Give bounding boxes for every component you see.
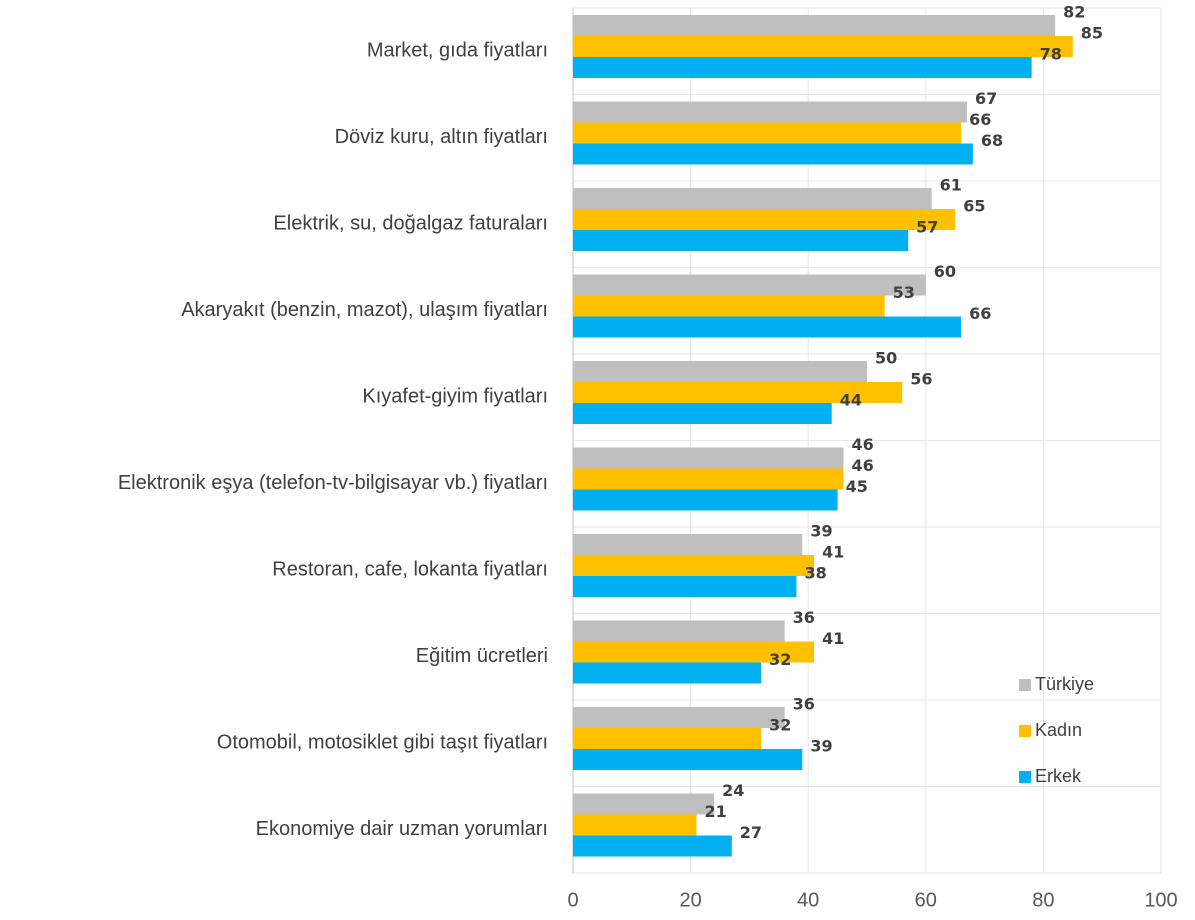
legend-swatch bbox=[1019, 679, 1031, 691]
x-tick-label: 80 bbox=[1032, 889, 1054, 911]
value-label: 32 bbox=[769, 716, 791, 735]
legend-swatch bbox=[1019, 725, 1031, 737]
value-label: 21 bbox=[704, 802, 726, 821]
bar bbox=[573, 489, 838, 511]
value-label: 50 bbox=[875, 349, 897, 368]
bar bbox=[573, 835, 732, 857]
category-label: Ekonomiye dair uzman yorumları bbox=[256, 818, 548, 840]
value-label: 61 bbox=[940, 176, 962, 195]
value-label: 82 bbox=[1063, 3, 1085, 22]
x-tick-label: 100 bbox=[1144, 889, 1177, 911]
value-label: 36 bbox=[793, 608, 815, 627]
value-label: 57 bbox=[916, 218, 938, 237]
value-label: 66 bbox=[969, 304, 991, 323]
category-label: Eğitim ücretleri bbox=[416, 645, 548, 667]
bar bbox=[573, 209, 956, 230]
value-label: 39 bbox=[810, 522, 832, 541]
value-label: 39 bbox=[810, 737, 832, 756]
bar bbox=[573, 57, 1032, 78]
bar bbox=[573, 555, 815, 576]
x-tick-label: 20 bbox=[679, 889, 701, 911]
legend-label: Kadın bbox=[1035, 720, 1082, 740]
value-label: 56 bbox=[910, 370, 932, 389]
value-label: 46 bbox=[851, 435, 873, 454]
bar bbox=[573, 707, 785, 728]
legend-label: Erkek bbox=[1035, 766, 1082, 786]
bar bbox=[573, 188, 932, 209]
bar bbox=[573, 662, 762, 684]
value-label: 32 bbox=[769, 650, 791, 669]
bar bbox=[573, 361, 867, 382]
bar bbox=[573, 728, 762, 749]
category-label: Elektronik eşya (telefon-tv-bilgisayar v… bbox=[118, 472, 548, 494]
legend-label: Türkiye bbox=[1035, 674, 1094, 694]
category-label: Market, gıda fiyatları bbox=[367, 40, 548, 62]
bar bbox=[573, 143, 973, 165]
category-label: Döviz kuru, altın fiyatları bbox=[335, 126, 548, 148]
bar bbox=[573, 814, 697, 836]
bar bbox=[573, 36, 1073, 57]
category-label: Restoran, cafe, lokanta fiyatları bbox=[272, 559, 548, 581]
bar bbox=[573, 15, 1056, 36]
value-label: 65 bbox=[963, 197, 985, 216]
bar bbox=[573, 534, 803, 555]
bar bbox=[573, 641, 815, 663]
bar bbox=[573, 620, 785, 642]
value-label: 78 bbox=[1040, 45, 1062, 64]
value-label: 41 bbox=[822, 629, 844, 648]
bar bbox=[573, 274, 926, 296]
value-label: 45 bbox=[846, 477, 868, 496]
bar bbox=[573, 468, 844, 490]
value-label: 53 bbox=[893, 283, 915, 302]
legend-swatch bbox=[1019, 771, 1031, 783]
x-tick-label: 60 bbox=[915, 889, 937, 911]
value-label: 44 bbox=[840, 391, 862, 410]
bar bbox=[573, 447, 844, 469]
bar bbox=[573, 295, 885, 317]
category-label: Akaryakıt (benzin, mazot), ulaşım fiyatl… bbox=[181, 299, 548, 321]
bar bbox=[573, 230, 909, 251]
x-tick-label: 40 bbox=[797, 889, 819, 911]
value-label: 60 bbox=[934, 262, 956, 281]
bar bbox=[573, 403, 832, 424]
bar bbox=[573, 122, 962, 144]
value-label: 41 bbox=[822, 543, 844, 562]
bar bbox=[573, 576, 797, 597]
x-tick-label: 0 bbox=[567, 889, 578, 911]
value-label: 24 bbox=[722, 781, 744, 800]
value-label: 38 bbox=[804, 564, 826, 583]
category-label: Elektrik, su, doğalgaz faturaları bbox=[273, 213, 548, 235]
value-label: 67 bbox=[975, 89, 997, 108]
bar bbox=[573, 316, 962, 338]
bar bbox=[573, 101, 967, 123]
value-label: 66 bbox=[969, 110, 991, 129]
value-label: 36 bbox=[793, 695, 815, 714]
value-label: 27 bbox=[740, 823, 762, 842]
bar bbox=[573, 793, 715, 815]
value-label: 85 bbox=[1081, 24, 1103, 43]
bar bbox=[573, 749, 803, 770]
bar bbox=[573, 382, 903, 403]
category-label: Kıyafet-giyim fiyatları bbox=[362, 386, 548, 408]
category-label: Otomobil, motosiklet gibi taşıt fiyatlar… bbox=[217, 732, 548, 754]
value-label: 68 bbox=[981, 131, 1003, 150]
value-label: 46 bbox=[851, 456, 873, 475]
